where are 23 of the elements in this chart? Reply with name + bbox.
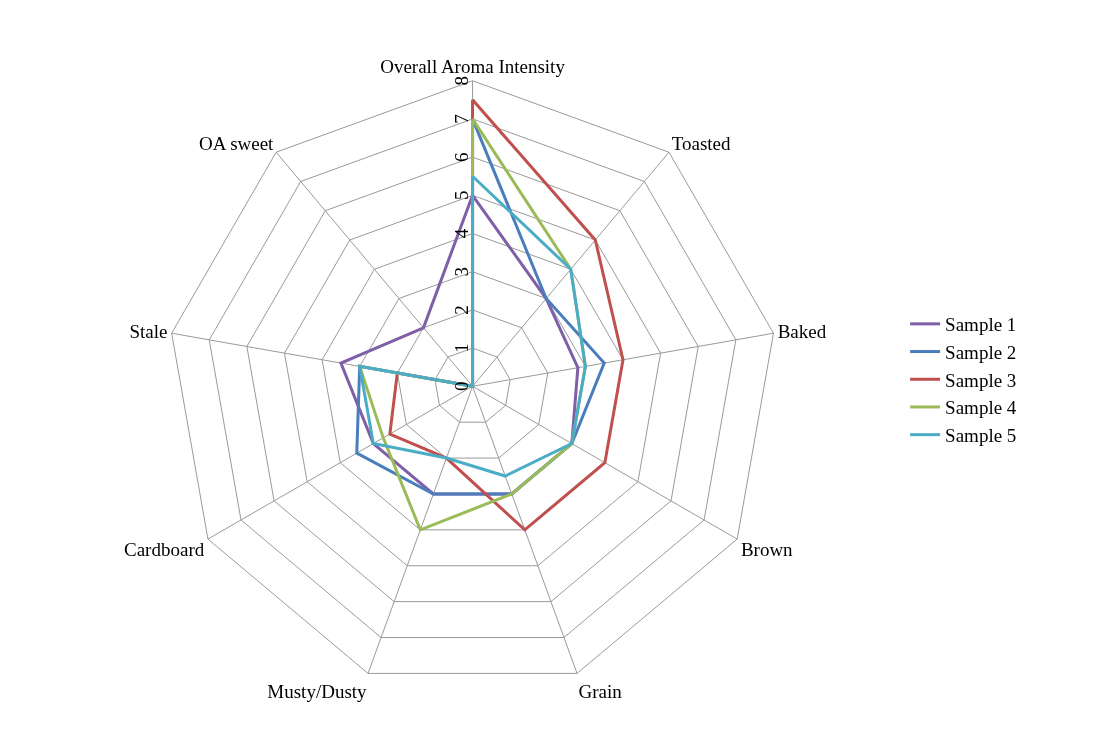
legend-label: Sample 2 <box>945 341 1017 363</box>
y-tick-label: 5 <box>451 190 473 201</box>
spoke-label: Grain <box>578 680 623 702</box>
spoke-label: Baked <box>777 321 827 343</box>
y-tick-label: 7 <box>451 114 473 124</box>
spoke-label: OA sweet <box>198 133 275 155</box>
legend-label: Sample 5 <box>945 425 1017 447</box>
spoke-label: Toasted <box>671 133 732 155</box>
y-tick-label: 2 <box>451 305 473 315</box>
legend-label: Sample 3 <box>945 369 1017 391</box>
legend-label: Sample 1 <box>945 314 1017 336</box>
spoke-label: Cardboard <box>124 539 205 561</box>
y-tick-label: 6 <box>451 152 473 162</box>
spoke-label: Stale <box>129 321 168 343</box>
spoke-label: Brown <box>740 539 794 561</box>
spoke-label: Musty/Dusty <box>267 680 368 702</box>
y-tick-label: 8 <box>451 75 473 86</box>
y-tick-label: 4 <box>451 228 473 239</box>
y-tick-label: 3 <box>451 266 473 277</box>
legend-label: Sample 4 <box>945 397 1017 419</box>
y-tick-label: 1 <box>451 343 473 353</box>
spoke-label: Overall Aroma Intensity <box>380 55 566 77</box>
y-tick-label: 0 <box>451 381 473 392</box>
